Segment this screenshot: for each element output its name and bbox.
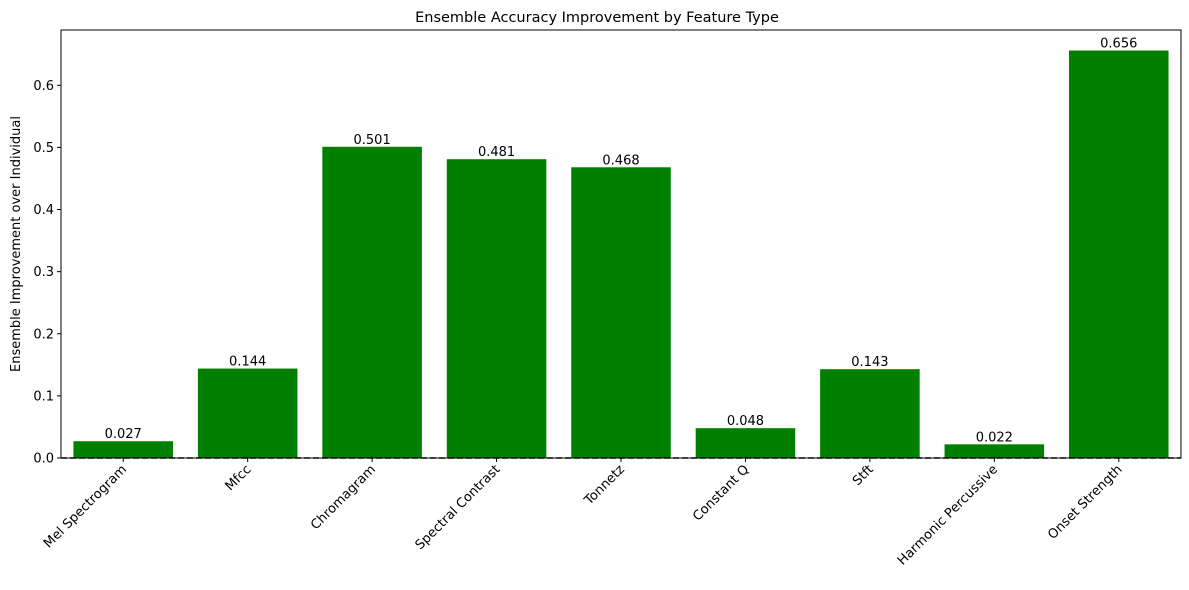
- bar-value-label: 0.144: [229, 355, 266, 370]
- x-tick-label: Tonnetz: [581, 462, 628, 509]
- bar: [695, 428, 796, 458]
- bar: [322, 146, 422, 458]
- y-tick-label: 0.4: [33, 203, 54, 218]
- bar: [820, 369, 920, 458]
- plot-area: 0.027 0.144 0.501 0.481 0.468 0.048 0.143 0.022…: [33, 29, 1182, 568]
- x-tick-label: Constant Q: [690, 462, 752, 524]
- bar-value-label: 0.048: [727, 414, 764, 429]
- bar: [446, 159, 547, 458]
- bar-value-label: 0.481: [478, 145, 515, 160]
- chart-title: Ensemble Accuracy Improvement by Feature…: [415, 10, 779, 26]
- x-tick-label: Onset Strength: [1045, 462, 1125, 542]
- bar-value-label: 0.656: [1100, 36, 1137, 51]
- bar: [1069, 50, 1169, 459]
- y-tick-label: 0.2: [33, 327, 54, 342]
- bar: [73, 441, 173, 458]
- bar-value-label: 0.501: [354, 133, 391, 148]
- y-tick-label: 0.0: [33, 452, 54, 467]
- bar: [571, 167, 671, 458]
- y-tick-label: 0.6: [33, 79, 54, 94]
- bar-value-label: 0.027: [105, 427, 142, 442]
- x-tick-label: Spectral Contrast: [413, 462, 504, 553]
- bar: [197, 368, 298, 458]
- x-tick-label: Harmonic Percussive: [895, 462, 1001, 568]
- bar-value-label: 0.022: [976, 430, 1013, 445]
- bar: [944, 444, 1045, 458]
- y-axis-title: Ensemble Improvement over Individual: [9, 116, 24, 372]
- y-tick-label: 0.3: [33, 265, 54, 280]
- x-tick-label: Mfcc: [223, 462, 255, 494]
- x-tick-label: Mel Spectrogram: [41, 462, 130, 551]
- bar-value-label: 0.143: [851, 355, 888, 370]
- x-tick-label: Stft: [850, 462, 877, 489]
- bar-value-label: 0.468: [602, 153, 639, 168]
- x-tick-label: Chromagram: [308, 462, 379, 533]
- y-tick-label: 0.5: [33, 141, 54, 156]
- y-tick-label: 0.1: [33, 389, 54, 404]
